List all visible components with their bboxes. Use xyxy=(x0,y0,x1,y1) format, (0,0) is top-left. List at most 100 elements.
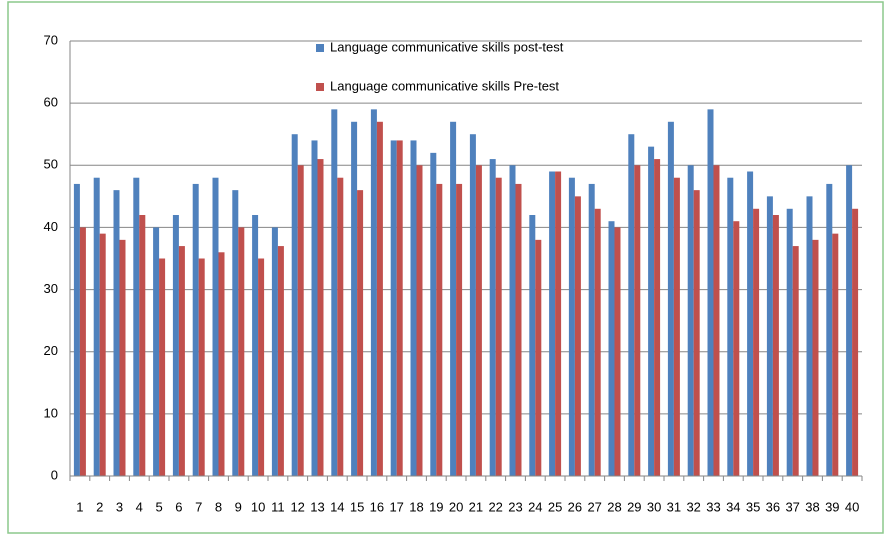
bar xyxy=(218,252,225,476)
x-tick-label: 10 xyxy=(251,499,265,514)
x-tick-label: 21 xyxy=(469,499,483,514)
y-tick-label: 60 xyxy=(44,95,58,110)
bar xyxy=(351,121,358,477)
x-tick-label: 33 xyxy=(706,499,720,514)
x-tick-label: 17 xyxy=(389,499,403,514)
bar xyxy=(628,134,635,476)
bar xyxy=(410,140,417,476)
bar xyxy=(357,190,364,476)
bar xyxy=(450,121,457,477)
x-tick-label: 32 xyxy=(686,499,700,514)
bar xyxy=(113,190,120,476)
x-tick-label: 29 xyxy=(627,499,641,514)
bar xyxy=(707,109,714,476)
bar xyxy=(733,221,740,476)
bar xyxy=(549,171,556,476)
x-tick-label: 13 xyxy=(310,499,324,514)
bar xyxy=(271,227,278,476)
bar xyxy=(297,165,304,477)
bar xyxy=(153,227,160,476)
bar xyxy=(291,134,298,476)
y-tick-label: 50 xyxy=(44,157,58,172)
bar xyxy=(772,215,779,476)
bar xyxy=(614,227,621,476)
bar xyxy=(832,233,839,476)
y-tick-label: 30 xyxy=(44,281,58,296)
x-tick-label: 36 xyxy=(766,499,780,514)
bar xyxy=(673,177,680,476)
legend-label: Language communicative skills Pre-test xyxy=(330,78,559,93)
bar xyxy=(846,165,853,477)
bar xyxy=(568,177,575,476)
x-tick-label: 26 xyxy=(568,499,582,514)
bar xyxy=(133,177,140,476)
x-tick-label: 34 xyxy=(726,499,740,514)
bar xyxy=(252,215,259,476)
bar xyxy=(396,140,403,476)
x-tick-label: 2 xyxy=(96,499,103,514)
bar xyxy=(192,183,199,476)
bar xyxy=(430,152,437,476)
bar xyxy=(73,183,80,476)
x-tick-label: 23 xyxy=(508,499,522,514)
y-tick-label: 40 xyxy=(44,219,58,234)
bar xyxy=(99,233,106,476)
bar xyxy=(337,177,344,476)
x-tick-label: 35 xyxy=(746,499,760,514)
bar xyxy=(489,159,496,477)
bar xyxy=(509,165,516,477)
bar xyxy=(238,227,245,476)
bar xyxy=(792,246,799,476)
x-tick-label: 30 xyxy=(647,499,661,514)
bar xyxy=(139,215,146,476)
bar xyxy=(574,196,581,476)
x-tick-label: 9 xyxy=(235,499,242,514)
x-tick-label: 15 xyxy=(350,499,364,514)
y-tick-label: 0 xyxy=(51,467,58,482)
bar xyxy=(529,215,536,476)
bar xyxy=(747,171,754,476)
x-tick-label: 27 xyxy=(587,499,601,514)
bar xyxy=(93,177,100,476)
bar xyxy=(687,165,694,477)
y-tick-label: 20 xyxy=(44,343,58,358)
x-tick-label: 11 xyxy=(271,499,285,514)
bar xyxy=(634,165,641,477)
bar xyxy=(317,159,324,477)
bar xyxy=(469,134,476,476)
bar xyxy=(495,177,502,476)
bar xyxy=(376,121,383,477)
bar xyxy=(654,159,661,477)
x-tick-label: 19 xyxy=(429,499,443,514)
bar xyxy=(475,165,482,477)
bar xyxy=(608,221,615,476)
bar xyxy=(727,177,734,476)
x-tick-label: 12 xyxy=(290,499,304,514)
x-tick-label: 4 xyxy=(136,499,143,514)
bar xyxy=(277,246,284,476)
bar xyxy=(178,246,185,476)
bar xyxy=(258,258,265,476)
x-tick-label: 20 xyxy=(449,499,463,514)
x-tick-label: 28 xyxy=(607,499,621,514)
bar xyxy=(311,140,318,476)
bar xyxy=(416,165,423,477)
bar xyxy=(212,177,219,476)
x-tick-label: 31 xyxy=(667,499,681,514)
bar xyxy=(232,190,239,476)
x-tick-label: 18 xyxy=(409,499,423,514)
bar xyxy=(806,196,813,476)
bar xyxy=(786,208,793,477)
bar xyxy=(172,215,179,476)
legend-label: Language communicative skills post-test xyxy=(330,39,564,54)
x-tick-label: 14 xyxy=(330,499,344,514)
legend-swatch xyxy=(316,44,324,52)
bar xyxy=(390,140,397,476)
bar xyxy=(515,183,522,476)
bar xyxy=(588,183,595,476)
bar xyxy=(456,183,463,476)
y-tick-label: 70 xyxy=(44,32,58,47)
bar xyxy=(648,146,655,476)
bar xyxy=(331,109,338,476)
